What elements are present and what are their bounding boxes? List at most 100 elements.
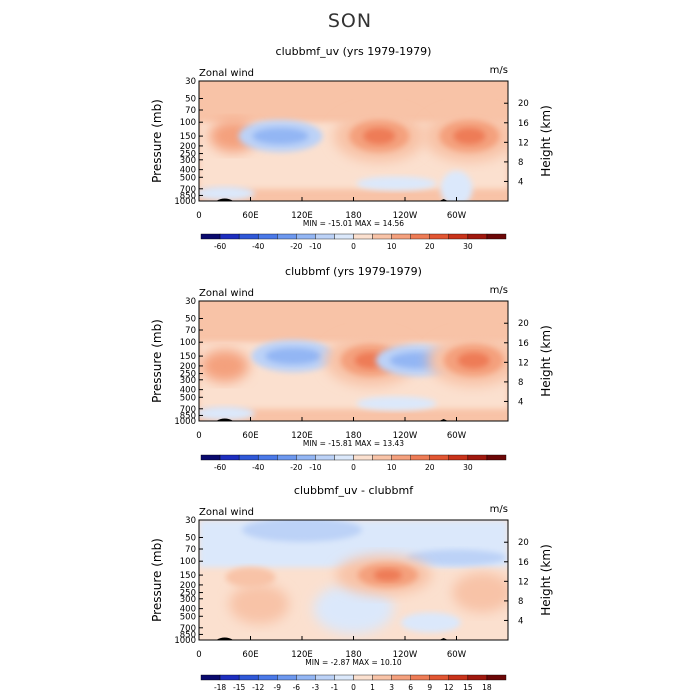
topography — [216, 637, 234, 640]
colorbar-label: -60 — [214, 463, 226, 472]
colorbar-swatch — [429, 233, 450, 240]
y-tick-label: 70 — [185, 326, 196, 336]
colorbar-swatch — [486, 233, 507, 240]
colorbar-swatch — [238, 674, 259, 681]
y-tick-label: 400 — [180, 605, 196, 615]
colorbar-swatch — [315, 454, 335, 461]
panel-2: clubbmf (yrs 1979-1979) Zonal wind m/s 30 50… — [150, 265, 553, 472]
panel-stats: MIN = -15.81 MAX = 13.43 — [303, 439, 404, 448]
colorbar-swatch — [277, 233, 297, 240]
y-tick-label: 500 — [180, 393, 196, 403]
x-tick-label: 120E — [291, 211, 313, 221]
y-tick-label: 1000 — [174, 417, 196, 427]
contour-region — [453, 128, 486, 145]
contour-region — [373, 569, 402, 582]
colorbar-swatch — [219, 454, 240, 461]
y-tick-label: 100 — [180, 338, 196, 348]
contour-region — [356, 176, 437, 191]
x-tick-label: 120W — [393, 650, 418, 660]
y-tick-label: 70 — [185, 545, 196, 555]
y-right-tick-label: 12 — [518, 577, 529, 587]
x-tick-label: 120E — [291, 650, 313, 660]
colorbar-swatch — [410, 233, 430, 240]
colorbar-swatch — [372, 674, 392, 681]
contour-region — [440, 170, 473, 201]
colorbar-label: -40 — [252, 463, 264, 472]
contour-region — [457, 352, 490, 369]
y-tick-label: 1000 — [174, 636, 196, 646]
y-axis-label: Pressure (mb) — [150, 319, 164, 403]
colorbar-label: 18 — [482, 683, 492, 692]
panel-units: m/s — [490, 285, 508, 296]
y-tick-label: 300 — [180, 156, 196, 166]
colorbar-swatch — [200, 454, 221, 461]
y-tick-label: 150 — [180, 352, 196, 362]
x-tick-label: 60E — [242, 650, 258, 660]
colorbar-swatch — [315, 233, 335, 240]
colorbar-swatch — [353, 454, 373, 461]
y-axis-right-label: Height (km) — [539, 105, 553, 176]
colorbar-swatch — [448, 674, 469, 681]
x-tick-label: 60E — [242, 431, 258, 441]
y-tick-label: 300 — [180, 376, 196, 386]
y-tick-label: 200 — [180, 142, 196, 152]
x-tick-label: 60W — [447, 650, 467, 660]
panel-title: clubbmf_uv - clubbmf — [294, 484, 414, 497]
y-right-tick-label: 16 — [518, 119, 529, 129]
colorbar-swatch — [257, 233, 278, 240]
panel-1: clubbmf_uv (yrs 1979-1979) Zonal wind m/s 3… — [150, 45, 553, 251]
colorbar-swatch — [353, 233, 373, 240]
colorbar-label: 0 — [351, 683, 356, 692]
colorbar-label: -6 — [293, 683, 301, 692]
y-right-tick-label: 12 — [518, 138, 529, 148]
y-right-tick-label: 16 — [518, 558, 529, 568]
colorbar-label: -12 — [252, 683, 264, 692]
contour-field — [199, 81, 508, 201]
y-right-tick-label: 20 — [518, 538, 529, 548]
y-tick-label: 850 — [180, 411, 196, 421]
contour-region — [313, 583, 394, 634]
x-tick-label: 0 — [196, 431, 201, 441]
y-tick-label: 1000 — [174, 197, 196, 207]
x-tick-label: 120W — [393, 211, 418, 221]
y-tick-label: 500 — [180, 173, 196, 183]
y-tick-label: 700 — [180, 405, 196, 415]
x-tick-label: 120E — [291, 431, 313, 441]
colorbar-label: 0 — [351, 463, 356, 472]
colorbar-label: -15 — [233, 683, 245, 692]
y-tick-label: 850 — [180, 630, 196, 640]
contour-region — [406, 549, 507, 566]
y-right-tick-label: 12 — [518, 358, 529, 368]
contour-region — [200, 349, 249, 382]
contour-field — [199, 520, 508, 640]
y-right-tick-label: 4 — [518, 616, 523, 626]
colorbar-swatch — [219, 674, 240, 681]
y-tick-label: 250 — [180, 370, 196, 380]
colorbar-swatch — [219, 233, 240, 240]
contour-region — [242, 520, 362, 542]
y-tick-label: 700 — [180, 624, 196, 634]
contour-region — [363, 128, 396, 145]
colorbar-label: 30 — [463, 463, 473, 472]
y-right-tick-label: 8 — [518, 378, 523, 388]
panel-units: m/s — [490, 65, 508, 76]
colorbar-swatch — [238, 233, 259, 240]
colorbar-swatch — [334, 233, 354, 240]
colorbar-swatch — [391, 233, 411, 240]
colorbar-swatch — [257, 454, 278, 461]
y-tick-label: 30 — [185, 297, 196, 307]
colorbar: -18 -15 -12 -9 -6 -3 -1 0 1 3 6 9 12 15 18 — [200, 674, 507, 692]
colorbar: -60 -40 -20 -10 0 10 20 30 — [200, 233, 507, 251]
y-tick-label: 50 — [185, 314, 196, 324]
y-tick-label: 300 — [180, 595, 196, 605]
y-right-tick-label: 16 — [518, 339, 529, 349]
colorbar-swatch — [296, 674, 316, 681]
colorbar-swatch — [334, 454, 354, 461]
contour-region — [400, 612, 461, 633]
x-tick-label: 0 — [196, 211, 201, 221]
colorbar-swatch — [486, 454, 507, 461]
y-tick-label: 150 — [180, 571, 196, 581]
y-axis-right-label: Height (km) — [539, 544, 553, 615]
y-right-tick-label: 4 — [518, 177, 523, 187]
